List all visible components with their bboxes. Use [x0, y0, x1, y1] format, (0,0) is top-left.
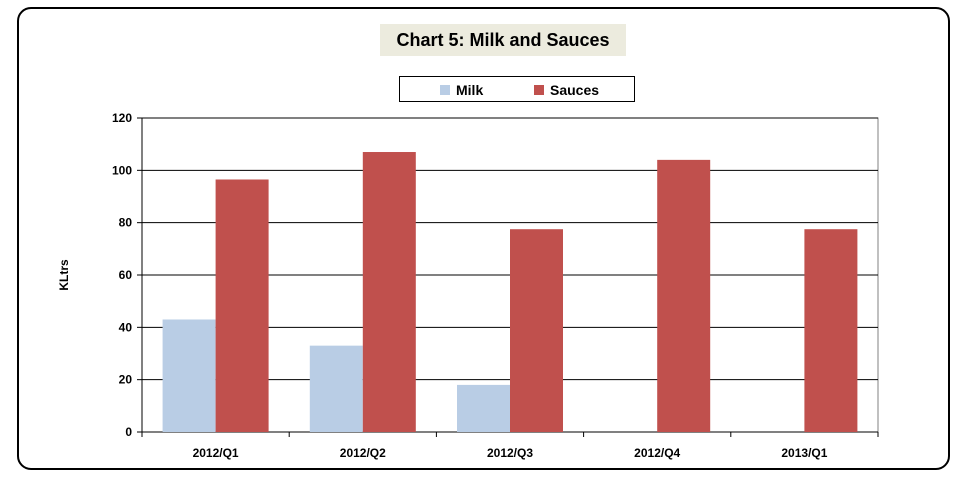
y-axis-label: KLtrs [57, 259, 71, 291]
legend-label-milk: Milk [456, 82, 484, 98]
legend-item-milk: Milk [440, 82, 483, 98]
bar-sauces-2012-q3 [510, 229, 563, 432]
x-tick-label: 2012/Q1 [193, 446, 239, 460]
x-tick-label: 2012/Q3 [487, 446, 533, 460]
chart-legend: Milk Sauces [399, 76, 635, 102]
legend-swatch-milk [440, 85, 450, 95]
legend-swatch-sauces [534, 85, 544, 95]
legend-label-sauces: Sauces [550, 82, 600, 98]
y-tick-label: 80 [119, 216, 133, 230]
y-tick-label: 20 [119, 373, 133, 387]
bar-sauces-2013-q1 [804, 229, 858, 432]
bar-milk-2012-q3 [457, 384, 510, 432]
y-tick-label: 60 [119, 268, 133, 282]
y-tick-label: 0 [125, 425, 132, 439]
legend-item-sauces: Sauces [534, 82, 599, 98]
bar-sauces-2012-q4 [657, 159, 711, 432]
x-tick-label: 2012/Q2 [340, 446, 386, 460]
x-tick-label: 2012/Q4 [634, 446, 680, 460]
bar-milk-2012-q2 [309, 345, 363, 432]
chart-title: Chart 5: Milk and Sauces [380, 24, 626, 56]
y-tick-label: 100 [112, 163, 132, 177]
bar-sauces-2012-q2 [362, 152, 416, 432]
bar-milk-2012-q1 [162, 319, 216, 432]
y-tick-label: 120 [112, 111, 132, 125]
y-tick-label: 40 [119, 320, 133, 334]
x-tick-label: 2013/Q1 [781, 446, 827, 460]
bar-sauces-2012-q1 [215, 179, 269, 432]
